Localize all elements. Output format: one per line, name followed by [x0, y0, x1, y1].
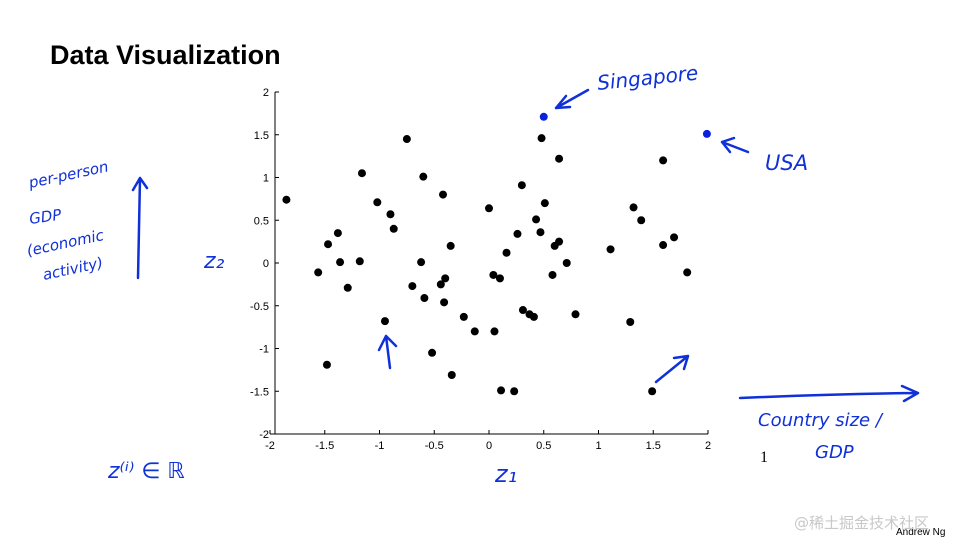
x-tick-label: -1 [375, 440, 385, 452]
y-tick-label: 0 [263, 258, 269, 270]
slide-title: Data Visualization [50, 40, 281, 70]
point [428, 348, 437, 357]
point [446, 241, 455, 250]
point [322, 360, 331, 369]
point [702, 129, 711, 138]
point [419, 172, 428, 181]
point [659, 156, 668, 165]
y-tick-label: 1.5 [254, 130, 269, 142]
note-line: per-person [26, 157, 110, 192]
point [510, 387, 519, 396]
point [436, 280, 445, 289]
point [333, 229, 342, 238]
singapore-note: Singapore [596, 61, 699, 95]
point [447, 371, 456, 380]
point [548, 270, 557, 279]
note-line: GDP [28, 206, 63, 228]
point [490, 327, 499, 336]
point [555, 237, 564, 246]
size-note: Country size / [758, 410, 884, 431]
point [626, 317, 635, 326]
point [571, 310, 580, 319]
author: Andrew Ng [896, 527, 945, 538]
point [485, 204, 493, 213]
page-number: 1 [760, 449, 768, 466]
point [336, 258, 345, 267]
arrow [131, 176, 149, 280]
point [440, 298, 449, 307]
point [670, 233, 679, 242]
point [537, 134, 546, 143]
point [357, 169, 366, 178]
point [373, 198, 382, 207]
x-tick-label: 0.5 [536, 440, 551, 452]
y-tick-label: 1 [263, 173, 269, 185]
y-tick-label: 2 [263, 87, 269, 99]
plot: -2 -1.5 -1 -0.5 0 0.5 1 1.5 2 -2 -1.5 -1 -0.5 0 0.5 1 1.… [250, 87, 711, 452]
x-tick-label: 0 [486, 440, 492, 452]
point [459, 312, 468, 321]
point [518, 306, 527, 315]
zi-note: z⁽ⁱ⁾ ∈ ℝ [107, 459, 185, 484]
point [562, 259, 571, 267]
point [314, 268, 323, 277]
x-tick-label: 1 [595, 440, 601, 452]
point [420, 294, 429, 303]
point [648, 387, 657, 396]
y-tick-label: -0.5 [250, 301, 269, 313]
point [659, 241, 668, 250]
point [470, 327, 479, 336]
point [489, 270, 498, 279]
x-tick-label: 2 [705, 440, 711, 452]
y-tick-label: -1.5 [250, 386, 269, 398]
arrow [720, 136, 750, 154]
point [532, 215, 541, 224]
point [540, 199, 549, 208]
point [380, 317, 389, 326]
x-tick-label: -1.5 [315, 440, 334, 452]
arrow [654, 354, 690, 384]
y-tick-label: 0.5 [254, 215, 269, 227]
note-line: activity) [41, 254, 105, 284]
x-tick-label: 1.5 [646, 440, 661, 452]
point [408, 282, 417, 291]
y-axis-label: z₂ [203, 249, 225, 274]
point [389, 224, 398, 233]
point [355, 257, 364, 266]
arrow [738, 384, 920, 403]
y-tick-label: -1 [259, 344, 269, 356]
point [495, 274, 504, 283]
point [343, 283, 352, 292]
point [517, 181, 526, 190]
point [497, 386, 506, 395]
point [606, 245, 615, 254]
x-tick-label: -0.5 [425, 440, 444, 452]
arrow [377, 334, 398, 370]
gdp-note: per-person GDP (economic activity) [25, 157, 110, 283]
point [637, 216, 646, 225]
point [402, 135, 411, 144]
point [441, 274, 450, 283]
point [502, 248, 511, 257]
point [324, 240, 333, 249]
y-tick-label: -2 [259, 429, 269, 441]
point [439, 190, 448, 199]
arrow [554, 88, 590, 110]
point [555, 154, 564, 163]
watermark: @稀土掘金技术社区 [794, 514, 929, 532]
point [513, 229, 522, 238]
x-axis-label: z₁ [494, 460, 517, 488]
size-note: GDP [815, 442, 854, 463]
point [629, 203, 638, 212]
point [539, 112, 548, 121]
point [386, 210, 395, 219]
point [529, 312, 538, 321]
x-tick-label: -2 [265, 440, 275, 452]
point [683, 268, 692, 277]
point [282, 195, 291, 204]
usa-note: USA [765, 151, 808, 175]
point [417, 258, 426, 267]
point [536, 228, 545, 237]
